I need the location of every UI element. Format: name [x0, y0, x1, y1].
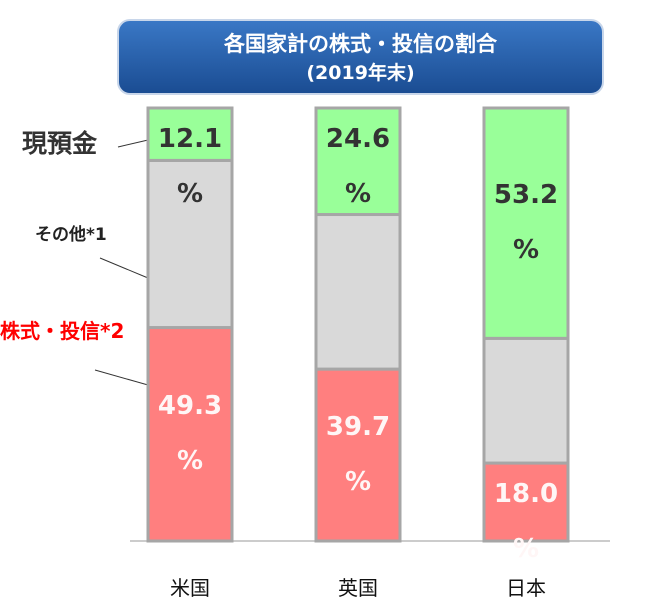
legend-label: 株式・投信*2 [0, 319, 125, 343]
bar-segment [314, 213, 402, 371]
bar-segment [314, 367, 402, 543]
title-box [117, 19, 604, 95]
leader-line [117, 139, 149, 148]
legend-label: 現預金 [22, 129, 98, 158]
value-label: 18.0 % [493, 479, 559, 565]
leader-line [94, 369, 149, 386]
chart-title: 各国家計の株式・投信の割合 [224, 32, 497, 56]
value-label: 12.1 % [157, 124, 223, 209]
chart-subtitle: (2019年末) [306, 62, 415, 84]
bar-segment [314, 106, 402, 217]
bar-segment [482, 336, 570, 465]
value-label: 24.6 % [325, 124, 391, 209]
legend-label: その他*1 [35, 225, 107, 245]
value-label: 39.7 % [325, 412, 391, 498]
x-tick-label: 日本 [506, 576, 546, 600]
bar-segment [482, 461, 570, 543]
bar-segment [146, 326, 234, 543]
x-tick-label: 英国 [338, 576, 378, 600]
leader-line [99, 257, 149, 279]
x-tick-label: 米国 [170, 576, 210, 600]
bar-segment [146, 106, 234, 162]
bar-segment [482, 106, 570, 340]
value-label: 53.2 % [493, 180, 559, 266]
bar-segment [146, 158, 234, 330]
value-label: 49.3 % [157, 391, 223, 477]
